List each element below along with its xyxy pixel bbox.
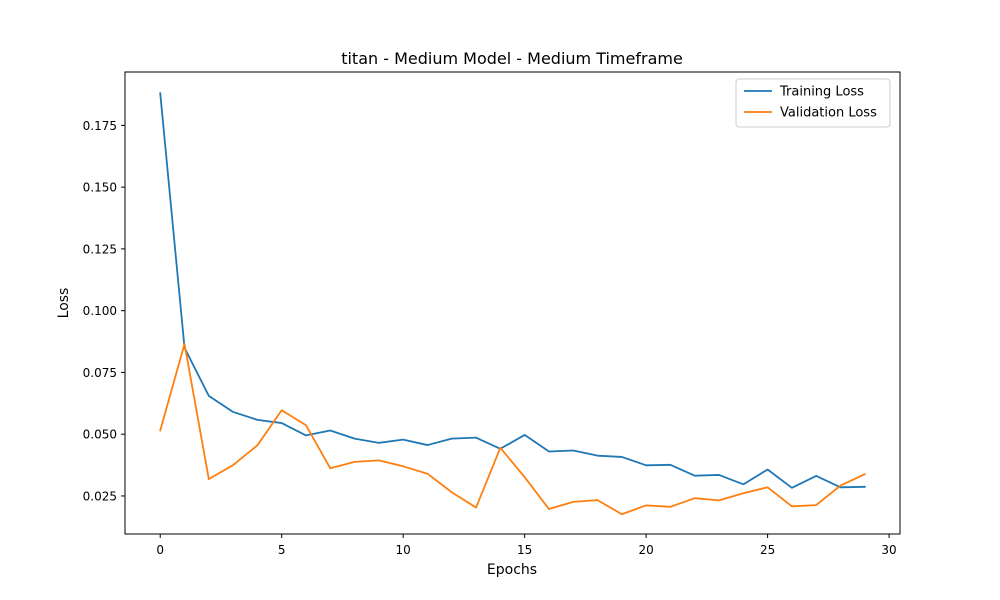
y-tick-label: 0.100	[83, 304, 117, 318]
y-tick-label: 0.150	[83, 181, 117, 195]
legend-label: Training Loss	[779, 85, 864, 100]
y-axis-label: Loss	[56, 288, 72, 319]
y-tick-label: 0.025	[83, 489, 117, 503]
x-tick-label: 15	[517, 543, 532, 557]
series-line-validation-loss	[159, 343, 866, 516]
y-tick-label: 0.125	[83, 242, 117, 256]
chart-title: titan - Medium Model - Medium Timeframe	[341, 49, 683, 68]
x-axis: 0 5 10 15 20 25 30	[156, 534, 897, 557]
legend: Training Loss Validation Loss	[735, 78, 891, 128]
x-tick-label: 30	[881, 543, 896, 557]
plot-frame	[124, 71, 901, 535]
x-axis-label: Epochs	[487, 562, 537, 578]
series-line-training-loss	[159, 92, 866, 489]
x-tick-label: 20	[638, 543, 653, 557]
x-tick-label: 25	[760, 543, 775, 557]
legend-label: Validation Loss	[780, 106, 877, 121]
x-tick-label: 10	[396, 543, 411, 557]
y-tick-label: 0.050	[83, 428, 117, 442]
y-tick-label: 0.175	[83, 119, 117, 133]
legend-box	[735, 78, 891, 128]
x-tick-label: 5	[278, 543, 286, 557]
series-layer	[159, 92, 866, 516]
y-axis: 0.025 0.050 0.075 0.100 0.125 0.150 0.175	[83, 119, 125, 503]
y-tick-label: 0.075	[83, 366, 117, 380]
x-tick-label: 0	[156, 543, 164, 557]
